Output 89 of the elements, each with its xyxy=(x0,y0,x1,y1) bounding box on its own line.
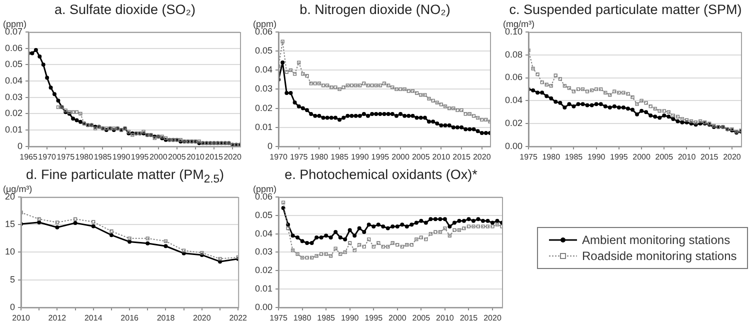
y-tick-label: 0 xyxy=(268,140,273,151)
chart-title: a. Sulfate dioxide (SO₂) xyxy=(53,2,197,17)
y-axis-title: (mg/m³) xyxy=(503,19,534,29)
x-tick-label: 2010 xyxy=(432,152,451,162)
y-tick-label: 0.02 xyxy=(254,265,273,276)
x-tick-label: 2005 xyxy=(655,152,674,162)
y-axis-title: (ppm) xyxy=(253,184,277,194)
x-tick-label: 1985 xyxy=(564,152,584,162)
y-tick-label: 10 xyxy=(4,246,16,257)
x-tick-label: 2015 xyxy=(700,152,719,162)
x-tick-label: 1995 xyxy=(371,152,390,162)
x-tick-label: 1980 xyxy=(75,152,94,162)
x-tick-label: 2012 xyxy=(48,313,67,322)
x-tick-label: 1985 xyxy=(94,152,112,162)
y-tick-label: 0.00 xyxy=(504,140,523,151)
y-tick-label: 0.05 xyxy=(4,59,23,70)
y-tick-label: 0.04 xyxy=(254,228,273,238)
x-tick-label: 1980 xyxy=(310,152,329,162)
x-tick-label: 1990 xyxy=(112,152,131,162)
x-tick-label: 1980 xyxy=(542,152,561,162)
x-tick-label: 1995 xyxy=(364,313,384,322)
x-tick-label: 2015 xyxy=(452,152,471,162)
x-tick-label: 1980 xyxy=(293,313,312,322)
x-tick-label: 1970 xyxy=(270,152,288,162)
x-tick-label: 1985 xyxy=(317,313,336,322)
y-tick-label: 0.05 xyxy=(254,46,273,56)
y-tick-label: 15 xyxy=(4,219,16,230)
y-tick-label: 0.05 xyxy=(254,210,273,220)
x-tick-label: 2000 xyxy=(388,313,407,322)
y-tick-label: 0.03 xyxy=(254,246,273,257)
x-tick-label: 2010 xyxy=(436,313,454,322)
x-tick-label: 2022 xyxy=(229,313,248,322)
x-tick-label: 2020 xyxy=(472,152,492,162)
x-tick-label: 2020 xyxy=(723,152,742,162)
legend-label: Ambient monitoring stations xyxy=(582,232,730,248)
chart-title: c. Suspended particulate matter (SPM) xyxy=(508,2,743,17)
y-tick-label: 0 xyxy=(18,140,23,151)
y-tick-label: 0.01 xyxy=(4,124,23,135)
x-tick-label: 1975 xyxy=(56,152,76,162)
y-tick-label: 0.00 xyxy=(254,302,273,312)
x-tick-label: 2015 xyxy=(460,313,478,322)
y-tick-label: 0.02 xyxy=(4,108,23,118)
x-tick-label: 1975 xyxy=(270,313,288,322)
x-tick-label: 2000 xyxy=(632,152,651,162)
x-tick-label: 1990 xyxy=(340,313,360,322)
y-tick-label: 0.04 xyxy=(504,95,523,106)
y-tick-label: 0.04 xyxy=(254,64,273,75)
x-tick-label: 1990 xyxy=(350,152,370,162)
x-tick-label: 2000 xyxy=(149,152,168,162)
x-tick-label: 1965 xyxy=(20,152,38,162)
y-tick-label: 0.06 xyxy=(504,72,523,82)
y-tick-label: 0.02 xyxy=(504,118,523,128)
y-tick-label: 0.04 xyxy=(4,76,23,86)
y-tick-label: 0.06 xyxy=(4,42,23,53)
x-tick-label: 1990 xyxy=(587,152,606,162)
x-tick-label: 2005 xyxy=(412,313,431,322)
x-tick-label: 1995 xyxy=(610,152,628,162)
x-tick-label: 1975 xyxy=(520,152,538,162)
x-tick-label: 2014 xyxy=(84,313,103,322)
x-tick-label: 2010 xyxy=(186,152,205,162)
y-tick-label: 0 xyxy=(10,302,16,312)
y-tick-label: 0.02 xyxy=(254,102,273,113)
x-tick-label: 2000 xyxy=(392,152,410,162)
chart-title: d. Fine particulate matter (PM$_{2.5}$) xyxy=(26,167,225,186)
y-tick-label: 0.01 xyxy=(254,283,273,294)
x-tick-label: 2010 xyxy=(678,152,696,162)
y-tick-label: 0.08 xyxy=(504,49,523,60)
chart-title: b. Nitrogen dioxide (NO₂) xyxy=(298,2,452,17)
x-tick-label: 2010 xyxy=(12,313,30,322)
x-tick-label: 2020 xyxy=(224,152,242,162)
x-tick-label: 2020 xyxy=(484,313,502,322)
x-tick-label: 1975 xyxy=(290,152,308,162)
y-tick-label: 0.01 xyxy=(254,122,273,132)
x-tick-label: 2005 xyxy=(168,152,186,162)
legend-label: Roadside monitoring stations xyxy=(582,248,737,264)
y-tick-label: 5 xyxy=(10,274,16,284)
x-tick-label: 2018 xyxy=(156,313,176,322)
x-tick-label: 1995 xyxy=(130,152,150,162)
y-axis-title: (ppm) xyxy=(3,19,27,29)
y-tick-label: 0.03 xyxy=(254,84,273,94)
chart-title: e. Photochemical oxidants (Ox)* xyxy=(284,167,478,182)
y-tick-label: 0.03 xyxy=(4,92,23,102)
x-tick-label: 2020 xyxy=(193,313,212,322)
x-tick-label: 2015 xyxy=(205,152,224,162)
x-tick-label: 1970 xyxy=(38,152,57,162)
y-axis-title: (ppm) xyxy=(253,19,277,29)
x-tick-label: 2005 xyxy=(412,152,430,162)
x-tick-label: 1985 xyxy=(330,152,349,162)
x-tick-label: 2016 xyxy=(120,313,140,322)
